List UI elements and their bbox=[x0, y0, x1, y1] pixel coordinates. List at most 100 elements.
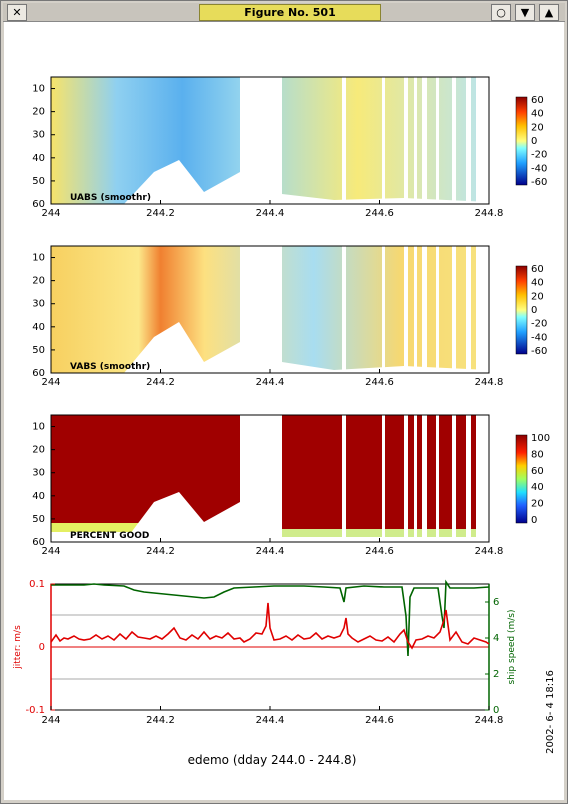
vabs-bottom-mask bbox=[124, 322, 240, 373]
x-tick-label: 244.2 bbox=[146, 208, 175, 219]
depth-tick-label: 50 bbox=[32, 514, 45, 525]
title-bar[interactable]: ✕ Figure No. 501 ○ ▼ ▲ bbox=[3, 3, 565, 22]
depth-tick-label: 30 bbox=[32, 299, 45, 310]
arrow-up-icon[interactable]: ▲ bbox=[539, 4, 559, 21]
colorbar-tick-label: 0 bbox=[531, 305, 537, 316]
colorbar-tick-label: 20 bbox=[531, 291, 544, 302]
colorbar-tick-label: -40 bbox=[531, 332, 547, 343]
pg-colorbar bbox=[515, 434, 528, 524]
depth-tick-label: 30 bbox=[32, 130, 45, 141]
uabs-gap bbox=[240, 77, 282, 204]
ship-speed-line bbox=[51, 579, 490, 657]
figure-svg: UABS (smoothr) VABS (smoothr) bbox=[13, 76, 556, 767]
arrow-down-icon[interactable]: ▼ bbox=[515, 4, 535, 21]
depth-tick-label: 20 bbox=[32, 445, 45, 456]
jitter-axis-label: jitter: m/s bbox=[13, 625, 23, 670]
colorbar-tick-label: 40 bbox=[531, 109, 544, 120]
circle-icon[interactable]: ○ bbox=[491, 4, 511, 21]
x-tick-label: 244.4 bbox=[256, 208, 285, 219]
colorbar-tick-label: 100 bbox=[531, 433, 550, 444]
depth-tick-label: 20 bbox=[32, 276, 45, 287]
colorbar-tick-label: 20 bbox=[531, 499, 544, 510]
figure-canvas: UABS (smoothr) VABS (smoothr) bbox=[4, 22, 564, 800]
x-tick-label: 244.8 bbox=[475, 208, 504, 219]
depth-tick-label: 50 bbox=[32, 345, 45, 356]
figure-xlabel: edemo (dday 244.0 - 244.8) bbox=[188, 753, 357, 767]
x-tick-label: 244.4 bbox=[256, 715, 285, 726]
depth-tick-label: 50 bbox=[32, 176, 45, 187]
x-tick-label: 244.6 bbox=[365, 377, 394, 388]
depth-tick-label: 60 bbox=[32, 368, 45, 379]
colorbar-tick-label: -60 bbox=[531, 177, 547, 188]
vabs-colorbar bbox=[515, 265, 528, 355]
depth-tick-label: 10 bbox=[32, 84, 45, 95]
x-tick-label: 244.8 bbox=[475, 715, 504, 726]
colorbar-tick-label: 40 bbox=[531, 278, 544, 289]
colorbar-tick-label: 20 bbox=[531, 122, 544, 133]
speed-tick-label: 2 bbox=[493, 669, 499, 680]
pg-edge-right bbox=[282, 529, 489, 537]
panel-vabs: VABS (smoothr) bbox=[50, 245, 490, 374]
bottom-ticks: 0.1 0 -0.1 6 4 2 0 244 244.2 244.4 244.6 244.8 bbox=[25, 579, 503, 726]
speed-tick-label: 6 bbox=[493, 597, 499, 608]
vabs-gap bbox=[240, 246, 282, 373]
colorbar-ticks: 60 40 20 0 -20 -40 -60 60 40 20 0 -20 -40 -60 100 80 60 4… bbox=[531, 95, 550, 526]
pg-label: PERCENT GOOD bbox=[70, 531, 149, 541]
x-tick-label: 244.8 bbox=[475, 546, 504, 557]
x-tick-label: 244.4 bbox=[256, 546, 285, 557]
uabs-bottom-mask bbox=[124, 160, 240, 204]
x-tick-label: 244.8 bbox=[475, 377, 504, 388]
jitter-line bbox=[50, 602, 490, 650]
colorbar-tick-label: 60 bbox=[531, 466, 544, 477]
pg-field-right bbox=[282, 415, 489, 529]
uabs-dropouts bbox=[342, 77, 489, 204]
x-tick-label: 244.6 bbox=[365, 715, 394, 726]
depth-tick-label: 40 bbox=[32, 322, 45, 333]
speed-tick-label: 0 bbox=[493, 705, 499, 716]
speed-tick-label: 4 bbox=[493, 633, 499, 644]
colorbars: 60 40 20 0 -20 -40 -60 60 40 20 0 -20 -40 -60 100 80 60 4… bbox=[515, 95, 550, 526]
x-tick-label: 244 bbox=[41, 377, 60, 388]
panel-jitter-speed: 0.1 0 -0.1 6 4 2 0 244 244.2 244.4 244.6 244.8 jitt… bbox=[13, 579, 517, 726]
depth-tick-label: 60 bbox=[32, 537, 45, 548]
colorbar-tick-label: 0 bbox=[531, 136, 537, 147]
jitter-tick-label: -0.1 bbox=[25, 705, 45, 716]
x-tick-label: 244 bbox=[41, 546, 60, 557]
colorbar-tick-label: -60 bbox=[531, 346, 547, 357]
x-tick-label: 244.6 bbox=[365, 208, 394, 219]
depth-tick-label: 10 bbox=[32, 422, 45, 433]
x-tick-label: 244.2 bbox=[146, 546, 175, 557]
pg-dropouts bbox=[342, 415, 489, 542]
colorbar-tick-label: -20 bbox=[531, 150, 547, 161]
speed-axis-label: ship speed (m/s) bbox=[507, 609, 517, 684]
timestamp: 2002- 6- 4 18:16 bbox=[545, 670, 556, 754]
depth-tick-label: 30 bbox=[32, 468, 45, 479]
pg-field-left bbox=[51, 415, 240, 523]
x-tick-label: 244.6 bbox=[365, 546, 394, 557]
panel-uabs: UABS (smoothr) bbox=[50, 76, 490, 205]
jitter-tick-label: 0.1 bbox=[29, 579, 45, 590]
pg-bottom-mask bbox=[124, 492, 240, 542]
colorbar-tick-label: -40 bbox=[531, 163, 547, 174]
x-tick-label: 244.4 bbox=[256, 377, 285, 388]
depth-tick-label: 20 bbox=[32, 107, 45, 118]
x-tick-label: 244 bbox=[41, 208, 60, 219]
jitter-tick-label: 0 bbox=[39, 642, 45, 653]
depth-tick-label: 60 bbox=[32, 199, 45, 210]
colorbar-tick-label: 60 bbox=[531, 264, 544, 275]
uabs-colorbar bbox=[515, 96, 528, 186]
close-icon[interactable]: ✕ bbox=[7, 4, 27, 21]
depth-tick-label: 40 bbox=[32, 491, 45, 502]
colorbar-tick-label: 60 bbox=[531, 95, 544, 106]
depth-tick-label: 40 bbox=[32, 153, 45, 164]
vabs-dropouts bbox=[342, 246, 489, 373]
x-tick-label: 244.2 bbox=[146, 377, 175, 388]
panel-percent-good: PERCENT GOOD bbox=[50, 414, 490, 543]
colorbar-tick-label: 80 bbox=[531, 449, 544, 460]
colorbar-tick-label: 0 bbox=[531, 515, 537, 526]
vabs-label: VABS (smoothr) bbox=[70, 362, 150, 372]
colorbar-tick-label: -20 bbox=[531, 319, 547, 330]
x-tick-label: 244.2 bbox=[146, 715, 175, 726]
colorbar-tick-label: 40 bbox=[531, 482, 544, 493]
